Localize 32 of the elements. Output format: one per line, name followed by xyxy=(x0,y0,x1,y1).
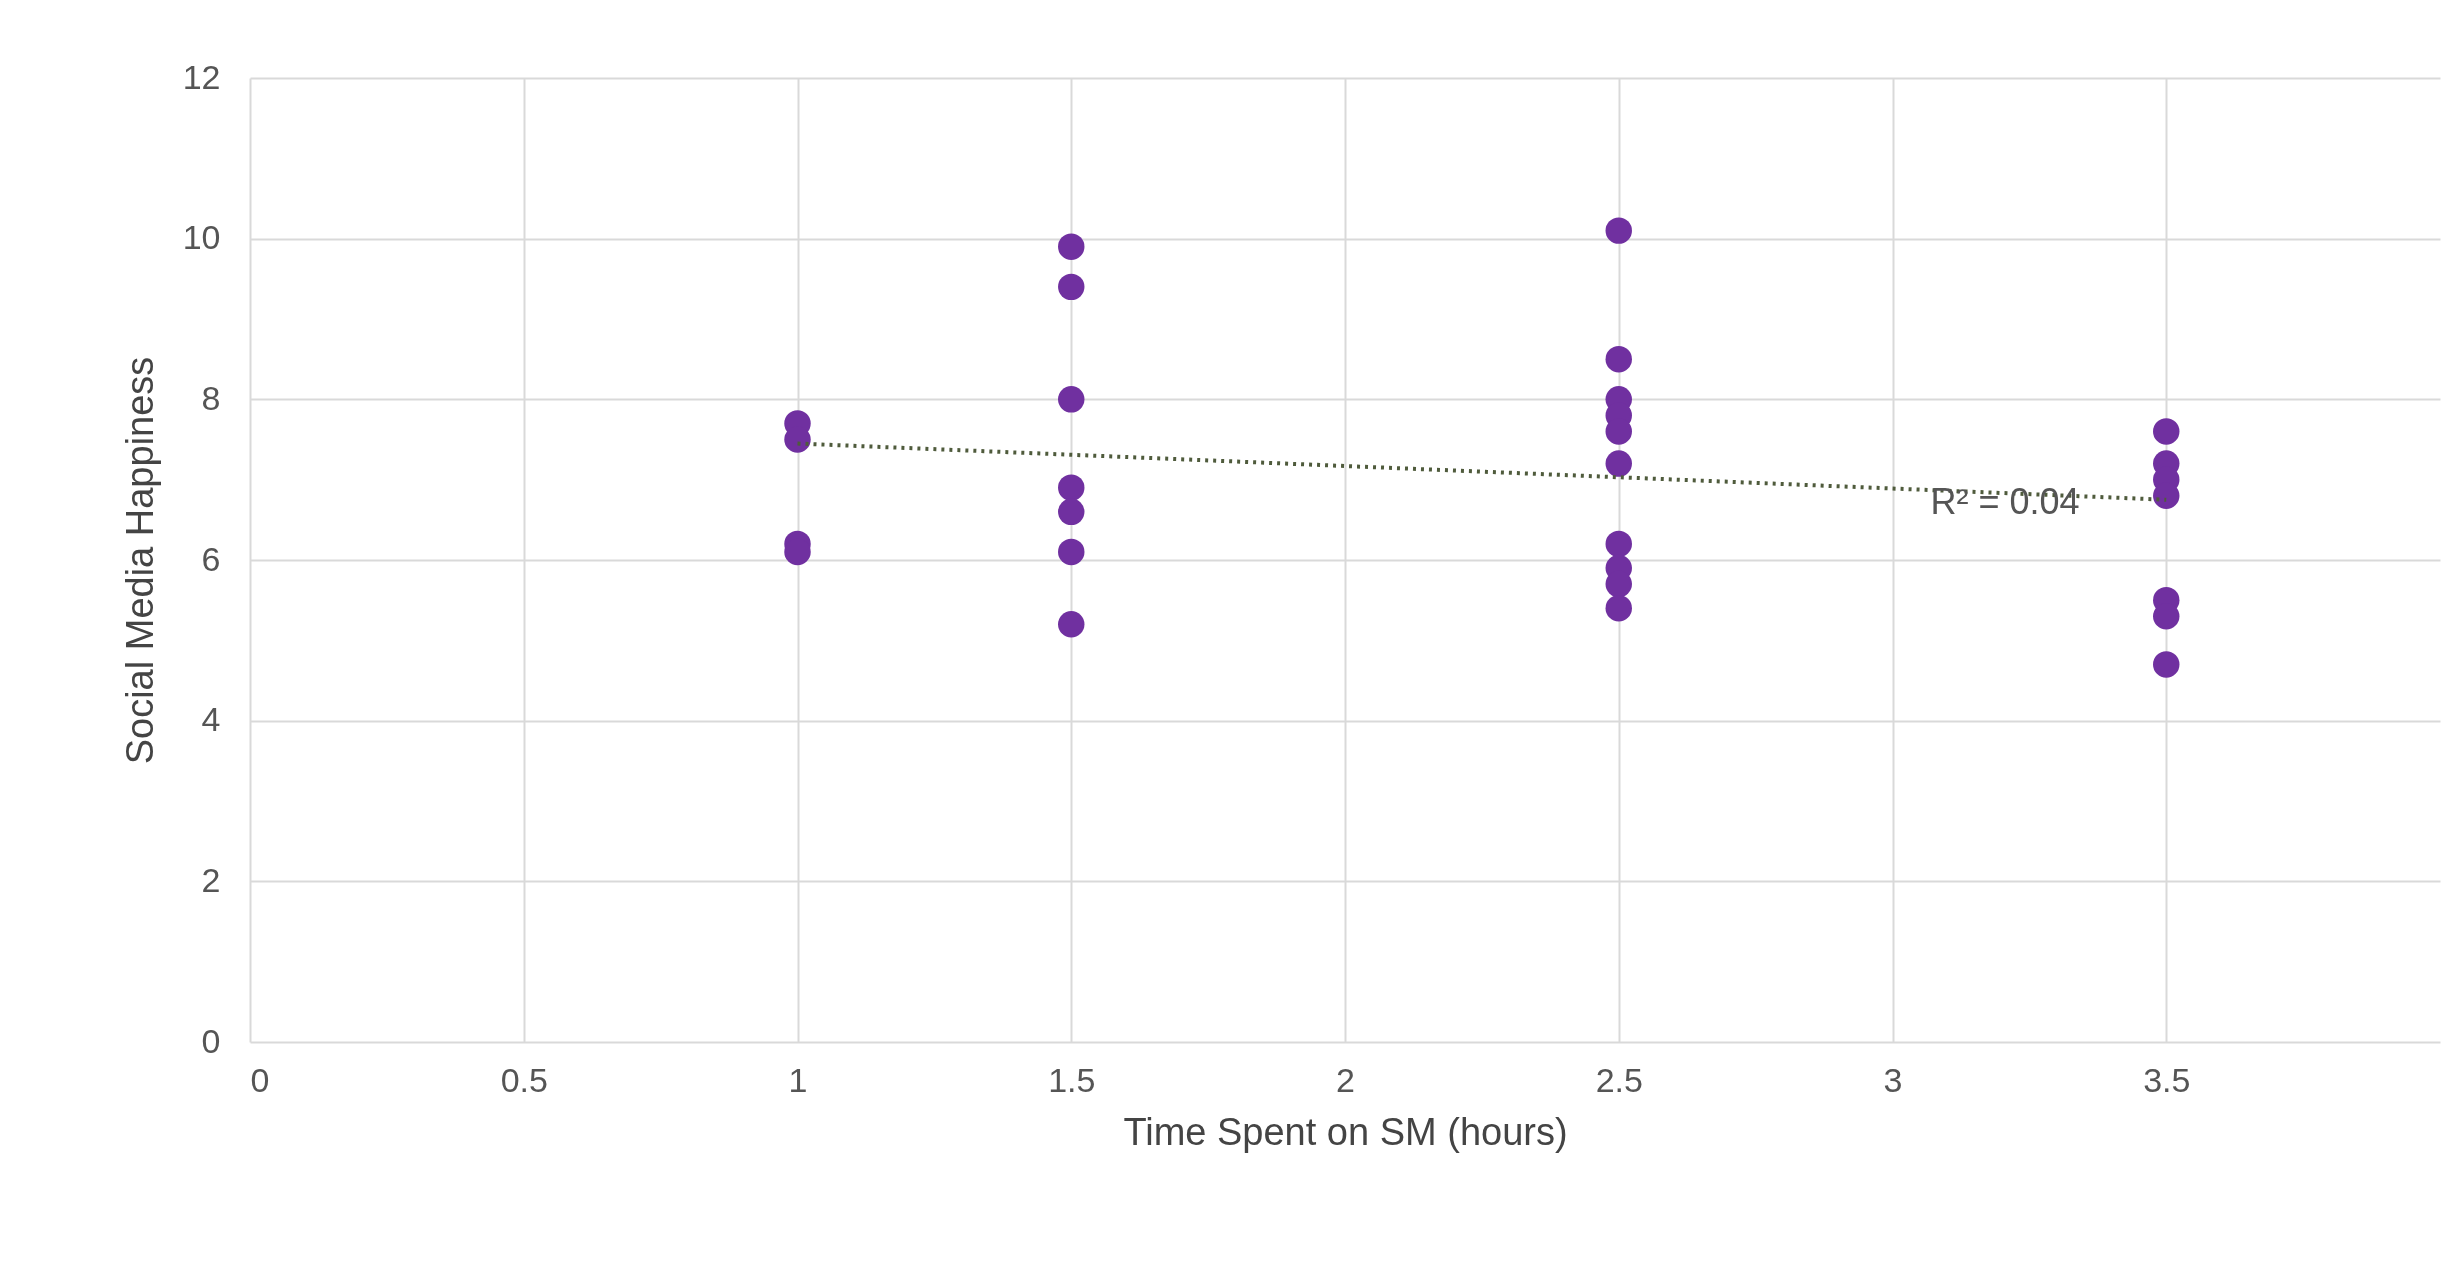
x-tick-label: 0.5 xyxy=(500,1060,548,1099)
y-tick-label: 0 xyxy=(201,1021,221,1060)
point xyxy=(1605,530,1632,558)
point xyxy=(1058,611,1085,638)
y-axis-title: Social Media Happiness xyxy=(118,356,161,765)
x-axis-title: Time Spent on SM (hours) xyxy=(1123,1110,1568,1153)
point xyxy=(2153,418,2180,445)
point xyxy=(1058,538,1085,566)
point xyxy=(1058,474,1085,501)
point xyxy=(1058,498,1085,525)
y-tick-label: 12 xyxy=(182,57,221,96)
y-tick-label: 10 xyxy=(182,218,221,257)
y-tick-label: 4 xyxy=(201,700,221,739)
x-tick-label: 3.5 xyxy=(2143,1060,2191,1099)
x-tick-label: 1.5 xyxy=(1048,1060,1096,1099)
point xyxy=(1605,217,1632,244)
point xyxy=(1058,273,1085,301)
y-tick-label: 2 xyxy=(201,860,221,899)
annotation: R² = 0.04 xyxy=(1930,481,2080,522)
x-tick-label: 3 xyxy=(1883,1060,1903,1099)
point xyxy=(1058,386,1085,413)
x-tick-label: 0 xyxy=(250,1060,270,1099)
y-tick-label: 8 xyxy=(201,378,221,417)
y-tick-label: 6 xyxy=(201,539,221,578)
point xyxy=(1605,345,1632,373)
x-tick-label: 2.5 xyxy=(1595,1060,1643,1099)
point xyxy=(2153,651,2180,678)
point xyxy=(1058,233,1085,260)
x-tick-label: 1 xyxy=(788,1060,808,1099)
point xyxy=(1605,595,1632,622)
point xyxy=(1605,450,1632,477)
x-tick-label: 2 xyxy=(1336,1060,1355,1099)
